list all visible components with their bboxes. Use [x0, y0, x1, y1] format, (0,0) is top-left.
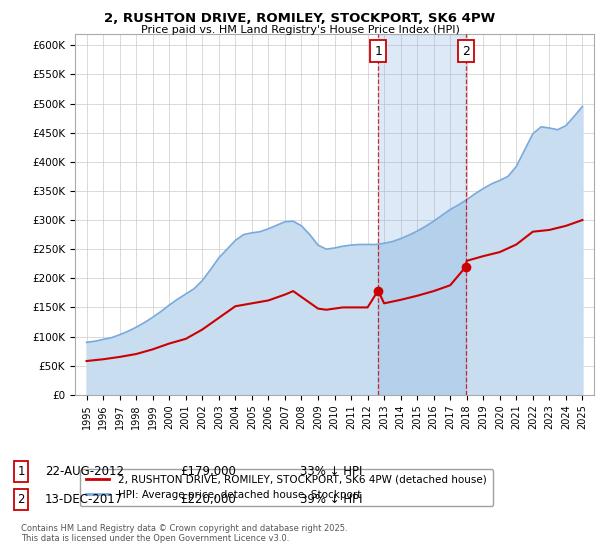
- Text: 2, RUSHTON DRIVE, ROMILEY, STOCKPORT, SK6 4PW: 2, RUSHTON DRIVE, ROMILEY, STOCKPORT, SK…: [104, 12, 496, 25]
- Text: This data is licensed under the Open Government Licence v3.0.: This data is licensed under the Open Gov…: [21, 534, 289, 543]
- Text: £220,000: £220,000: [180, 493, 236, 506]
- Text: 22-AUG-2012: 22-AUG-2012: [45, 465, 124, 478]
- Text: Price paid vs. HM Land Registry's House Price Index (HPI): Price paid vs. HM Land Registry's House …: [140, 25, 460, 35]
- Legend: 2, RUSHTON DRIVE, ROMILEY, STOCKPORT, SK6 4PW (detached house), HPI: Average pri: 2, RUSHTON DRIVE, ROMILEY, STOCKPORT, SK…: [80, 469, 493, 506]
- Text: £179,000: £179,000: [180, 465, 236, 478]
- Text: 13-DEC-2017: 13-DEC-2017: [45, 493, 123, 506]
- Text: Contains HM Land Registry data © Crown copyright and database right 2025.: Contains HM Land Registry data © Crown c…: [21, 524, 347, 533]
- Text: 2: 2: [17, 493, 25, 506]
- Text: 1: 1: [374, 45, 382, 58]
- Bar: [378, 34, 466, 395]
- Text: 39% ↓ HPI: 39% ↓ HPI: [300, 493, 362, 506]
- Text: 33% ↓ HPI: 33% ↓ HPI: [300, 465, 362, 478]
- Text: 1: 1: [17, 465, 25, 478]
- Text: 2: 2: [462, 45, 470, 58]
